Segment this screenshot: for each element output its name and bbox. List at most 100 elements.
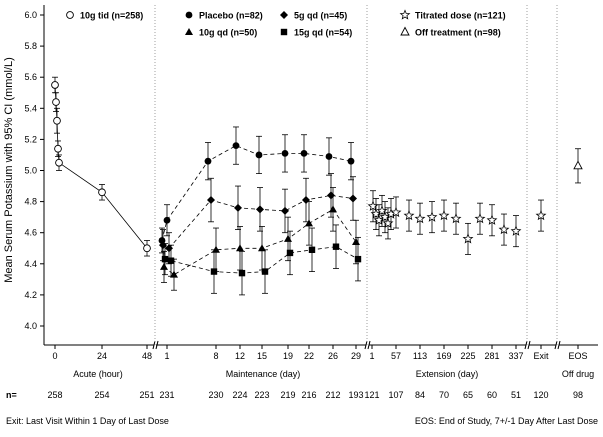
y-tick-label: 5.6: [24, 72, 37, 82]
y-tick-label: 5.2: [24, 134, 37, 144]
point-marker: [53, 116, 61, 125]
point-marker: [284, 234, 292, 242]
point-marker: [286, 249, 294, 257]
point-marker: [160, 262, 168, 270]
x-tick-label: 26: [328, 351, 338, 361]
point-marker: [52, 98, 60, 106]
n-value: 120: [533, 390, 548, 400]
point-marker: [462, 233, 474, 244]
n-value: 51: [511, 390, 521, 400]
point-marker: [305, 219, 313, 227]
x-tick-label: 169: [436, 351, 451, 361]
series-4: [161, 224, 362, 296]
point-marker: [238, 269, 246, 277]
series-1: [158, 126, 355, 254]
point-marker: [325, 153, 333, 160]
y-tick-label: 5.4: [24, 103, 37, 113]
legend-label: 10g tid (n=258): [80, 11, 143, 21]
point-marker: [399, 9, 411, 20]
point-marker: [255, 151, 263, 159]
point-marker: [327, 191, 335, 200]
legend-label: 10g qd (n=50): [199, 28, 257, 38]
point-marker: [354, 255, 362, 263]
point-marker: [426, 211, 438, 222]
period-label-maintenance: Maintenance (day): [226, 369, 301, 379]
x-tick-label: 225: [460, 351, 475, 361]
x-tick-label: 15: [257, 351, 267, 361]
x-tick-label: 1: [164, 351, 169, 361]
point-marker: [280, 11, 288, 19]
point-marker: [261, 268, 269, 275]
footer-note-eos: EOS: End of Study, 7+/-1 Day After Last …: [415, 416, 598, 426]
x-tick-label: Exit: [533, 351, 549, 361]
n-value: 84: [415, 390, 425, 400]
x-tick-label: 113: [413, 351, 427, 361]
series-line: [54, 84, 148, 249]
point-marker: [450, 213, 462, 224]
axis-break-marks: [152, 340, 561, 350]
point-marker: [185, 28, 193, 35]
y-tick-label: 4.0: [24, 321, 37, 331]
n-value: 98: [573, 390, 583, 400]
y-axis-ticks: 4.0 4.2 4.4 4.6 4.8 5.0 5.2 5.4 5.6 5.8 6.0: [24, 10, 44, 331]
period-label-extension: Extension (day): [416, 369, 479, 379]
n-value: 230: [208, 390, 223, 400]
point-marker: [98, 188, 106, 197]
series-line: [161, 145, 352, 241]
series-3: [159, 173, 357, 265]
point-marker: [308, 246, 316, 254]
point-marker: [302, 196, 310, 205]
y-tick-label: 4.6: [24, 228, 37, 238]
series-0: [51, 76, 151, 257]
y-tick-label: 5.8: [24, 41, 37, 51]
point-marker: [210, 268, 218, 275]
legend-item: Titrated dose (n=121): [399, 9, 506, 21]
point-marker: [438, 209, 450, 221]
point-marker: [143, 244, 151, 253]
legend-label: 15g qd (n=54): [294, 28, 352, 38]
series-6: [573, 148, 583, 184]
point-marker: [163, 216, 171, 224]
point-marker: [281, 149, 289, 157]
point-marker: [486, 214, 498, 225]
x-axis-ticks: 0 24 48 1 8 12 15 19 22 26 29 1 57 113 169 225 281 337 Exi…: [52, 345, 588, 361]
y-tick-label: 4.2: [24, 290, 37, 300]
point-marker: [400, 26, 410, 36]
point-marker: [510, 225, 522, 236]
x-tick-label: 12: [235, 351, 245, 361]
point-marker: [236, 244, 244, 252]
x-tick-label: 337: [508, 351, 523, 361]
point-marker: [535, 209, 547, 221]
y-tick-label: 6.0: [24, 10, 37, 20]
point-marker: [256, 205, 264, 214]
x-tick-label: 0: [52, 351, 57, 361]
legend-label: Off treatment (n=98): [415, 28, 501, 38]
y-tick-label: 4.8: [24, 197, 37, 207]
x-tick-label: 8: [213, 351, 218, 361]
n-value: 258: [47, 390, 62, 400]
series-5: [367, 190, 547, 255]
footer-note-exit: Exit: Last Visit Within 1 Day of Last Do…: [6, 416, 169, 426]
x-tick-label: 22: [304, 351, 314, 361]
legend-item: 10g qd (n=50): [185, 28, 257, 38]
x-tick-label: 24: [97, 351, 107, 361]
point-marker: [207, 196, 215, 205]
legend-item: 10g tid (n=258): [66, 11, 143, 21]
legend: 10g tid (n=258) Placebo (n=82) 10g qd (n=5…: [66, 9, 506, 38]
y-tick-label: 4.4: [24, 259, 37, 269]
x-tick-label: 19: [283, 351, 293, 361]
y-tick-label: 5.0: [24, 166, 37, 176]
legend-label: Titrated dose (n=121): [415, 11, 506, 21]
point-marker: [498, 223, 510, 235]
point-marker: [329, 205, 337, 213]
legend-item: 5g qd (n=45): [280, 11, 347, 21]
point-marker: [414, 213, 426, 224]
n-value: 223: [254, 390, 269, 400]
period-label-acute: Acute (hour): [73, 369, 123, 379]
point-marker: [167, 257, 175, 264]
series-layer: [51, 76, 583, 296]
n-value: 231: [159, 390, 174, 400]
n-value: 216: [301, 390, 316, 400]
point-marker: [573, 160, 583, 170]
